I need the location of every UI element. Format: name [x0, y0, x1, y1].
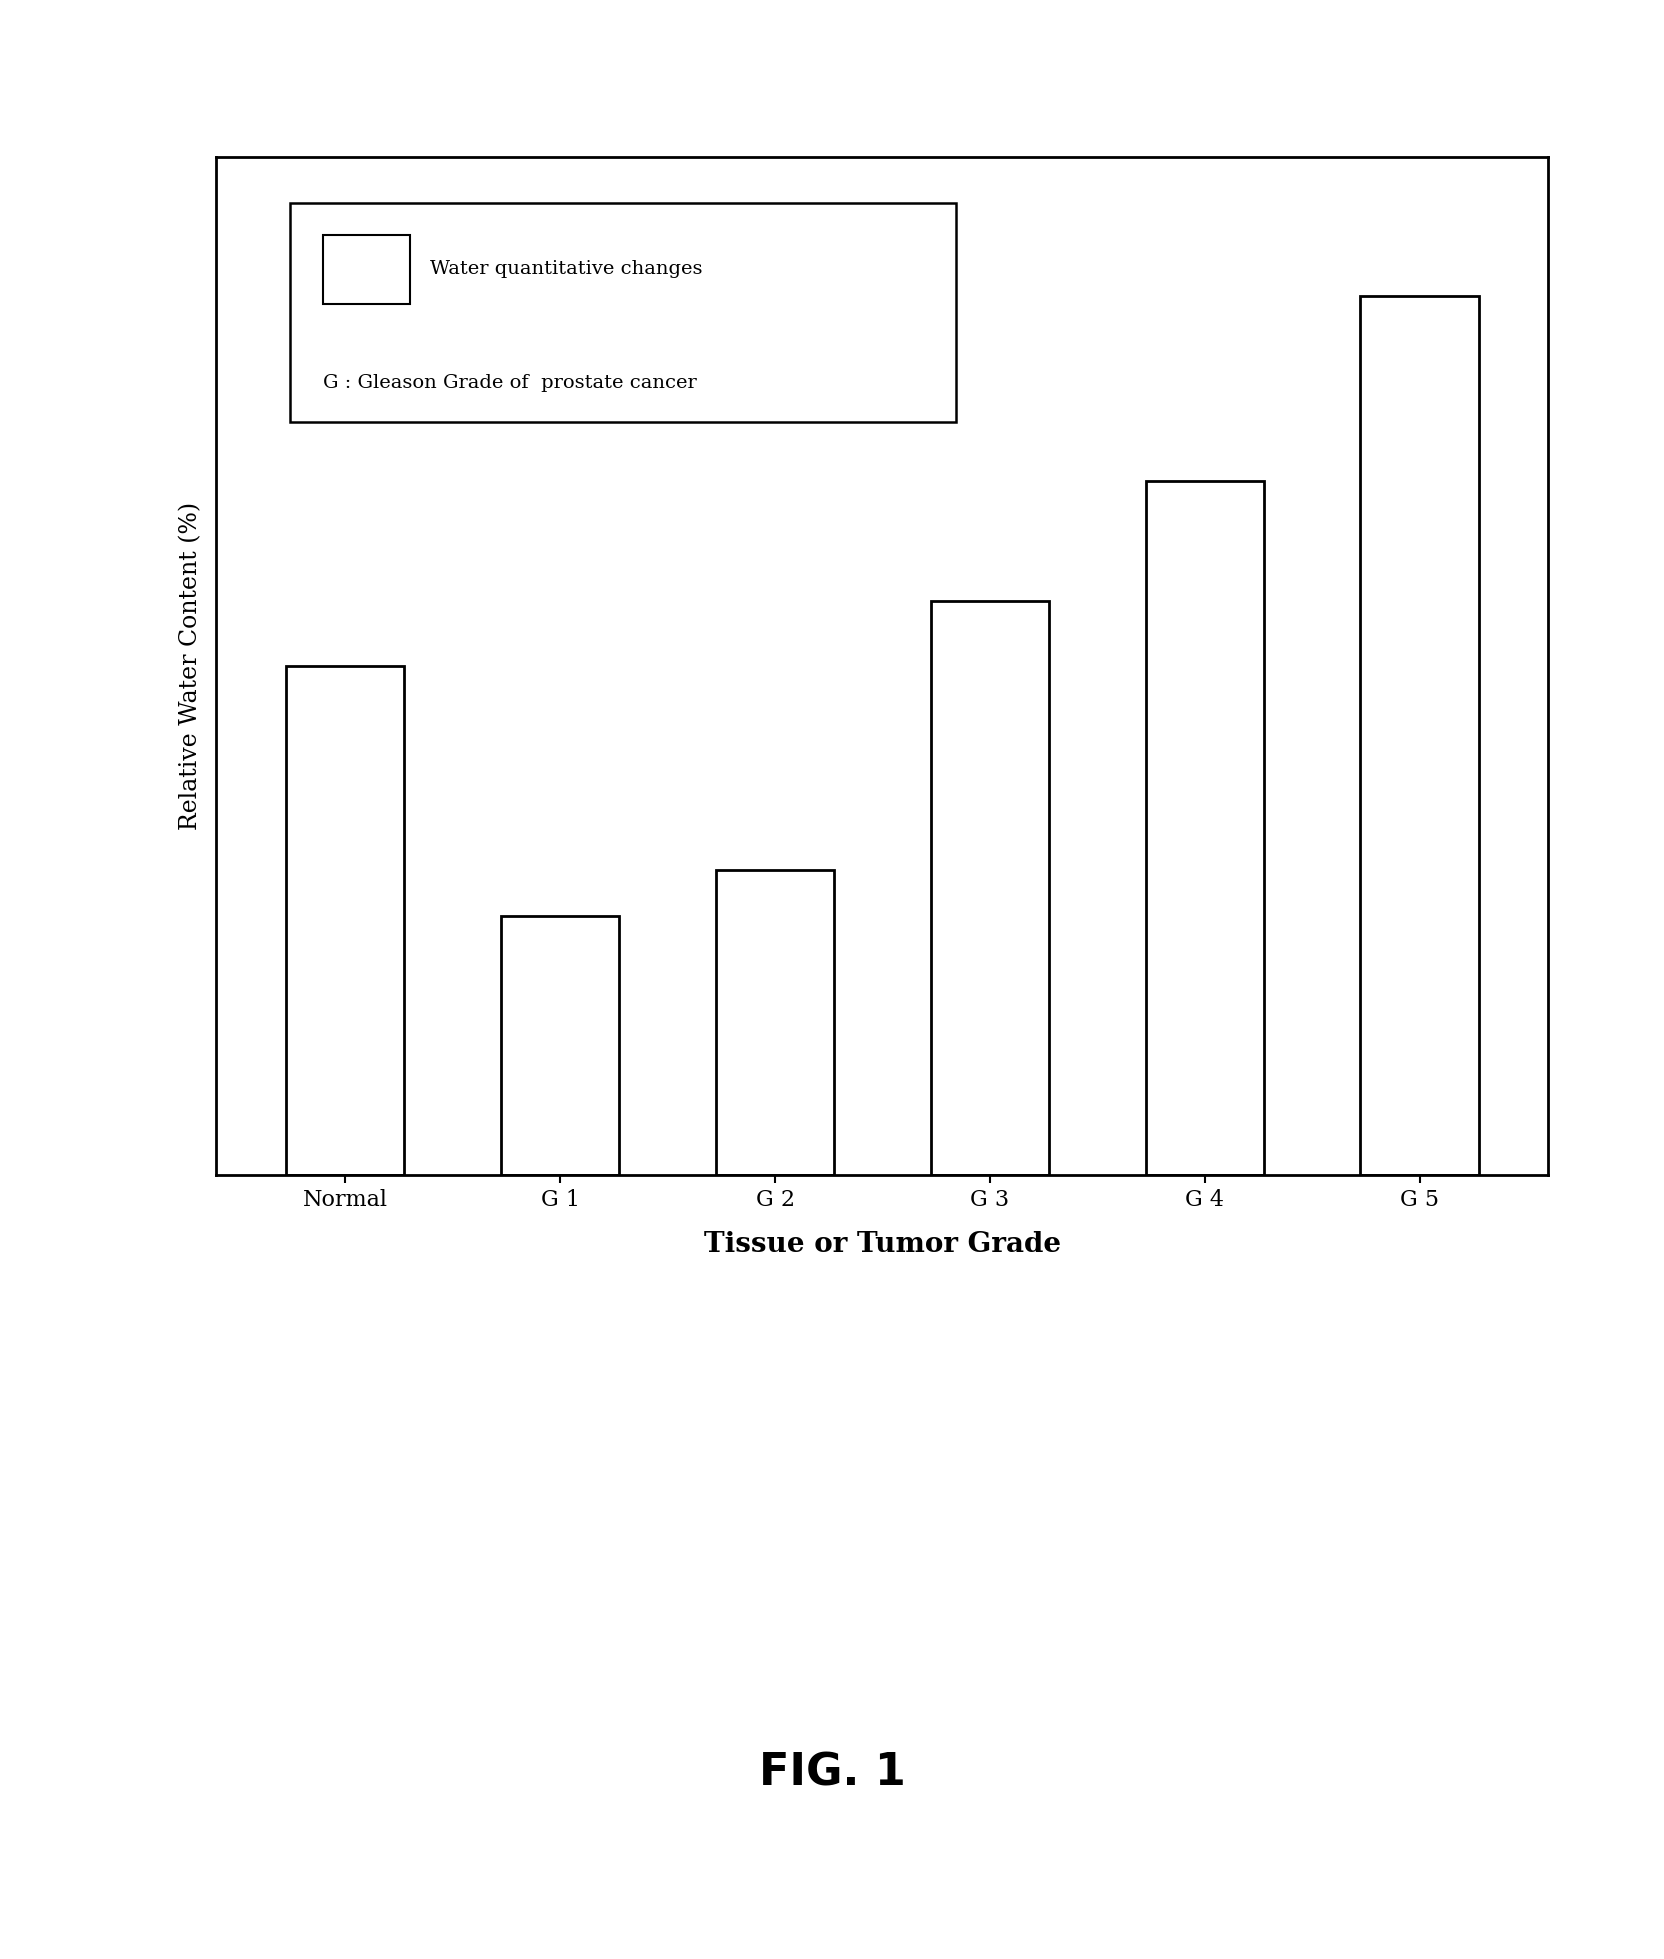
Text: G : Gleason Grade of  prostate cancer: G : Gleason Grade of prostate cancer [323, 374, 696, 392]
Bar [290, 202, 955, 421]
Bar [286, 666, 404, 1175]
Bar [1145, 480, 1263, 1175]
Bar [501, 917, 619, 1175]
Text: Water quantitative changes: Water quantitative changes [429, 261, 702, 278]
Bar [323, 235, 409, 304]
Y-axis label: Relative Water Content (%): Relative Water Content (%) [180, 502, 203, 831]
Bar [930, 601, 1048, 1175]
X-axis label: Tissue or Tumor Grade: Tissue or Tumor Grade [704, 1232, 1060, 1258]
Text: FIG. 1: FIG. 1 [759, 1751, 905, 1794]
Bar [1359, 296, 1478, 1175]
Bar [716, 870, 834, 1175]
